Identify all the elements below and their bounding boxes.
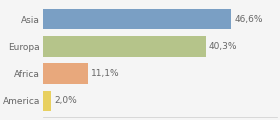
Bar bbox=[43, 36, 206, 57]
Bar bbox=[43, 63, 88, 84]
Text: 46,6%: 46,6% bbox=[234, 15, 263, 24]
Bar bbox=[43, 91, 51, 111]
Text: 40,3%: 40,3% bbox=[209, 42, 237, 51]
Bar bbox=[43, 9, 231, 29]
Text: 2,0%: 2,0% bbox=[54, 96, 77, 105]
Text: 11,1%: 11,1% bbox=[91, 69, 120, 78]
